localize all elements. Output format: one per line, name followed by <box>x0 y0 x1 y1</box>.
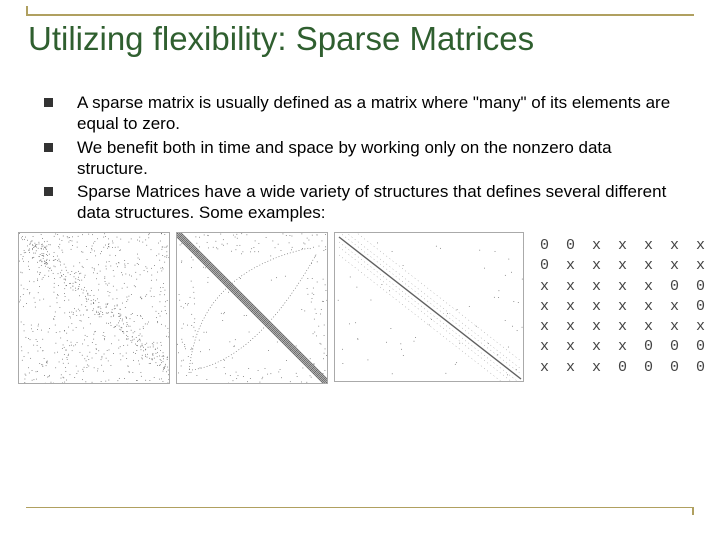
bullet-text: A sparse matrix is usually defined as a … <box>77 92 680 135</box>
rule-bottom <box>26 507 694 508</box>
bullet-list: A sparse matrix is usually defined as a … <box>44 92 680 226</box>
rule-top <box>26 14 694 16</box>
bullet-text: Sparse Matrices have a wide variety of s… <box>77 181 680 224</box>
sparse-panel <box>18 232 170 384</box>
symbolic-matrix: 0 0 x x x x x 0 x x x x x x x x x x x 0 … <box>540 236 709 378</box>
sparse-panel <box>334 232 524 382</box>
bullet-marker <box>44 143 53 152</box>
bullet-item: Sparse Matrices have a wide variety of s… <box>44 181 680 224</box>
bullet-marker <box>44 98 53 107</box>
sparse-panel <box>176 232 328 384</box>
bullet-text: We benefit both in time and space by wor… <box>77 137 680 180</box>
bullet-item: We benefit both in time and space by wor… <box>44 137 680 180</box>
bullet-marker <box>44 187 53 196</box>
slide-title: Utilizing flexibility: Sparse Matrices <box>28 20 534 58</box>
bullet-item: A sparse matrix is usually defined as a … <box>44 92 680 135</box>
sparse-panels-row <box>18 232 524 384</box>
